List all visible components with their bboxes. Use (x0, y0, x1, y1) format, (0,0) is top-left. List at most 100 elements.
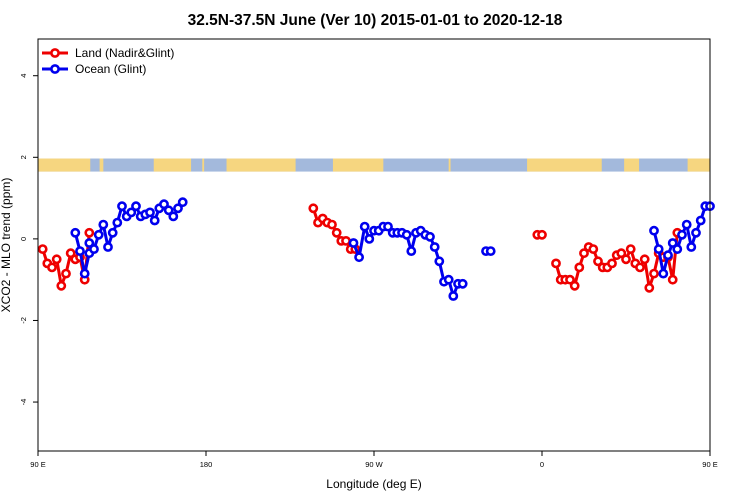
data-point (434, 256, 445, 267)
y-tick-label: -2 (19, 317, 28, 324)
data-point (354, 252, 364, 263)
data-point (625, 244, 636, 254)
data-point (84, 227, 95, 238)
x-tick-label: 90 E (702, 460, 717, 469)
data-point (579, 248, 589, 259)
x-tick-label: 0 (540, 460, 544, 469)
data-point (308, 203, 319, 214)
data-point (485, 246, 496, 256)
data-point (84, 238, 95, 248)
series-layer (37, 197, 715, 301)
x-tick-label: 90 W (365, 460, 383, 469)
data-point (691, 227, 701, 238)
x-axis-label: Longitude (deg E) (326, 477, 421, 491)
legend: Land (Nadir&Glint) Ocean (Glint) (42, 46, 174, 76)
legend-marker (50, 48, 60, 58)
data-point (177, 197, 188, 208)
legend-marker (50, 64, 60, 74)
data-point (588, 244, 599, 254)
y-tick-label: 2 (19, 155, 28, 159)
data-point (341, 235, 351, 246)
data-point (667, 274, 678, 285)
data-point (359, 221, 370, 232)
legend-label: Ocean (Glint) (75, 62, 146, 76)
data-point (145, 207, 155, 218)
data-point (448, 291, 459, 301)
plot-frame (37, 38, 711, 452)
land-segment (226, 158, 296, 172)
data-point (103, 242, 113, 252)
land-segment (153, 158, 192, 172)
series-ocean (70, 197, 715, 301)
data-point (616, 248, 627, 259)
data-point (663, 250, 673, 261)
data-point (649, 225, 659, 236)
data-point (93, 229, 104, 240)
data-point (672, 244, 683, 254)
land-segment (202, 158, 205, 172)
data-point (126, 207, 137, 218)
data-point (649, 268, 659, 279)
y-tick-label: 0 (19, 237, 28, 241)
data-point (569, 280, 580, 291)
data-point (681, 219, 692, 230)
land-segment (687, 158, 710, 172)
data-point (131, 201, 141, 212)
data-point (653, 244, 664, 254)
data-point (658, 268, 669, 279)
land-segment (332, 158, 384, 172)
data-point (425, 231, 435, 242)
data-point (47, 262, 57, 273)
data-point (79, 268, 90, 279)
y-tick-label: -4 (19, 399, 28, 406)
x-tick-label: 180 (200, 460, 213, 469)
data-point (348, 238, 359, 248)
land-segment (624, 158, 640, 172)
data-point (149, 215, 160, 226)
land-segment (99, 158, 104, 172)
data-point (61, 268, 71, 279)
series-line (73, 232, 91, 276)
data-point (163, 205, 174, 216)
data-point (667, 238, 678, 248)
x-axis: 90 E 180 90 W 0 90 E (30, 451, 718, 469)
data-point (607, 258, 617, 269)
data-point (695, 215, 706, 226)
data-point (70, 227, 81, 238)
data-point (107, 227, 118, 238)
data-point (383, 221, 393, 232)
data-point (168, 211, 179, 222)
data-point (644, 282, 655, 293)
data-point (457, 278, 468, 289)
data-point (89, 244, 99, 254)
data-point (574, 262, 585, 273)
data-point (65, 248, 76, 259)
data-point (173, 203, 183, 214)
data-point (593, 256, 603, 267)
legend-label: Land (Nadir&Glint) (75, 46, 174, 60)
data-point (443, 274, 454, 285)
y-axis: -4 -2 0 2 4 (19, 74, 38, 406)
data-point (56, 280, 67, 291)
data-point (327, 219, 337, 230)
land-segment (38, 158, 91, 172)
data-point (551, 258, 561, 269)
data-point (621, 254, 631, 265)
land-ocean-strip (38, 158, 710, 172)
x-tick-label: 90 E (30, 460, 45, 469)
data-point (565, 274, 575, 285)
data-point (117, 201, 127, 212)
data-point (331, 227, 342, 238)
data-point (401, 229, 412, 240)
y-tick-label: 4 (19, 74, 28, 78)
land-segment (527, 158, 602, 172)
data-point (429, 242, 440, 252)
data-point (677, 229, 687, 240)
data-point (537, 229, 547, 240)
data-point (635, 262, 645, 273)
data-point (98, 219, 109, 230)
data-point (112, 217, 123, 228)
data-point (37, 244, 48, 254)
y-axis-label: XCO2 - MLO trend (ppm) (0, 178, 13, 313)
